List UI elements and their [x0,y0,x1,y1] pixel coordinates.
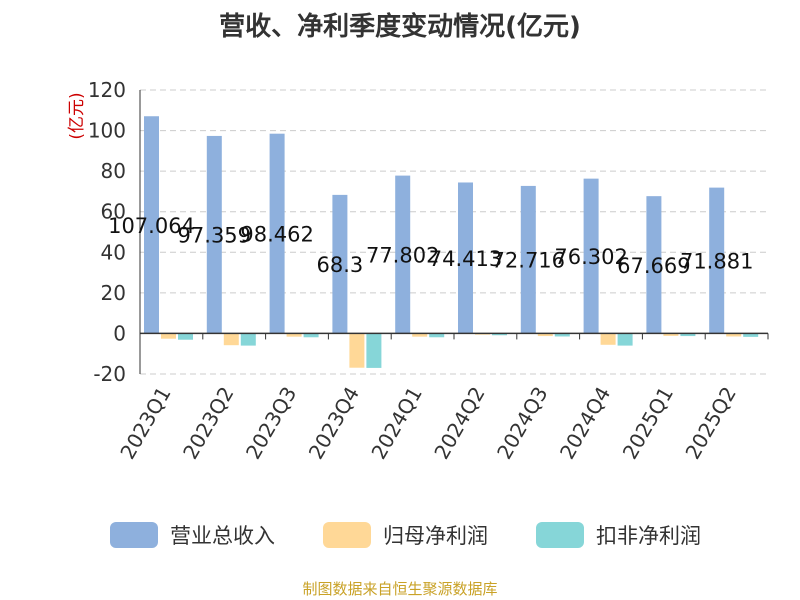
data-label: 107.064 [108,214,195,238]
legend: 营业总收入 归母净利润 扣非净利润 [110,522,701,548]
bar-revenue [144,116,159,334]
bar-net-profit [412,333,428,337]
data-label: 71.881 [680,250,753,274]
grid-layer [140,89,768,375]
y-tick-label: 120 [88,78,126,102]
bar-revenue [458,182,473,334]
data-label: 98.462 [240,223,313,247]
bar-deducted-net-profit [743,333,759,337]
data-label: 76.302 [554,245,627,269]
y-tick-label: 80 [101,159,126,183]
y-tick-label: 20 [101,281,126,305]
bar-revenue [332,194,348,334]
bar-deducted-net-profit [492,333,507,336]
x-tick-label: 2023Q2 [178,383,238,464]
y-tick-label: 100 [88,119,126,143]
bar-deducted-net-profit [680,333,696,337]
bar-net-profit [600,333,616,345]
bar-revenue [520,185,536,334]
bar-deducted-net-profit [303,333,319,338]
bar-net-profit [537,333,553,337]
data-label: 77.802 [366,244,439,268]
bar-net-profit [161,333,176,339]
bar-revenue [395,175,411,334]
bar-net-profit [663,333,679,336]
x-tick-label: 2023Q4 [304,383,364,464]
bar-deducted-net-profit [617,333,633,346]
data-label: 97.359 [178,224,251,248]
y-axis-label: (亿元) [67,92,87,139]
x-tick-label: 2024Q3 [492,383,552,464]
legend-swatch [323,522,371,548]
y-tick-label: 0 [113,321,126,345]
y-tick-label: 60 [101,200,126,224]
legend-swatch [110,522,158,548]
bar-revenue [646,196,662,334]
y-tick-label: 40 [101,240,126,264]
bar-deducted-net-profit [366,333,382,368]
x-tick-label: 2025Q2 [680,383,740,464]
legend-swatch [536,522,584,548]
legend-label: 扣非净利润 [596,524,701,548]
bar-revenue [269,133,285,334]
bar-net-profit [726,333,742,337]
bars-layer [144,116,759,368]
source-note: 制图数据来自恒生聚源数据库 [302,580,498,598]
bar-net-profit [349,333,365,368]
bar-deducted-net-profit [429,333,445,338]
bar-revenue [583,178,599,334]
data-label: 72.716 [492,249,565,273]
bar-revenue [206,135,222,334]
bar-deducted-net-profit [178,333,193,340]
chart-title: 营收、净利季度变动情况(亿元) [219,12,581,42]
data-label: 68.3 [317,253,364,277]
bar-net-profit [286,333,302,337]
bar-deducted-net-profit [554,333,570,337]
bar-net-profit [223,333,239,346]
data-label: 67.669 [617,254,690,278]
data-label: 74.413 [429,247,502,271]
x-tick-label: 2023Q3 [241,383,301,464]
x-tick-label: 2023Q1 [115,383,175,464]
x-tick-label: 2025Q1 [618,383,678,464]
y-tick-label: -20 [93,362,126,386]
x-tick-label: 2024Q4 [555,383,615,464]
x-tick-label: 2024Q2 [429,383,489,464]
legend-label: 归母净利润 [383,524,488,548]
bar-deducted-net-profit [240,333,256,346]
bar-revenue [709,187,725,334]
x-tick-label: 2024Q1 [366,383,426,464]
legend-label: 营业总收入 [170,524,275,548]
